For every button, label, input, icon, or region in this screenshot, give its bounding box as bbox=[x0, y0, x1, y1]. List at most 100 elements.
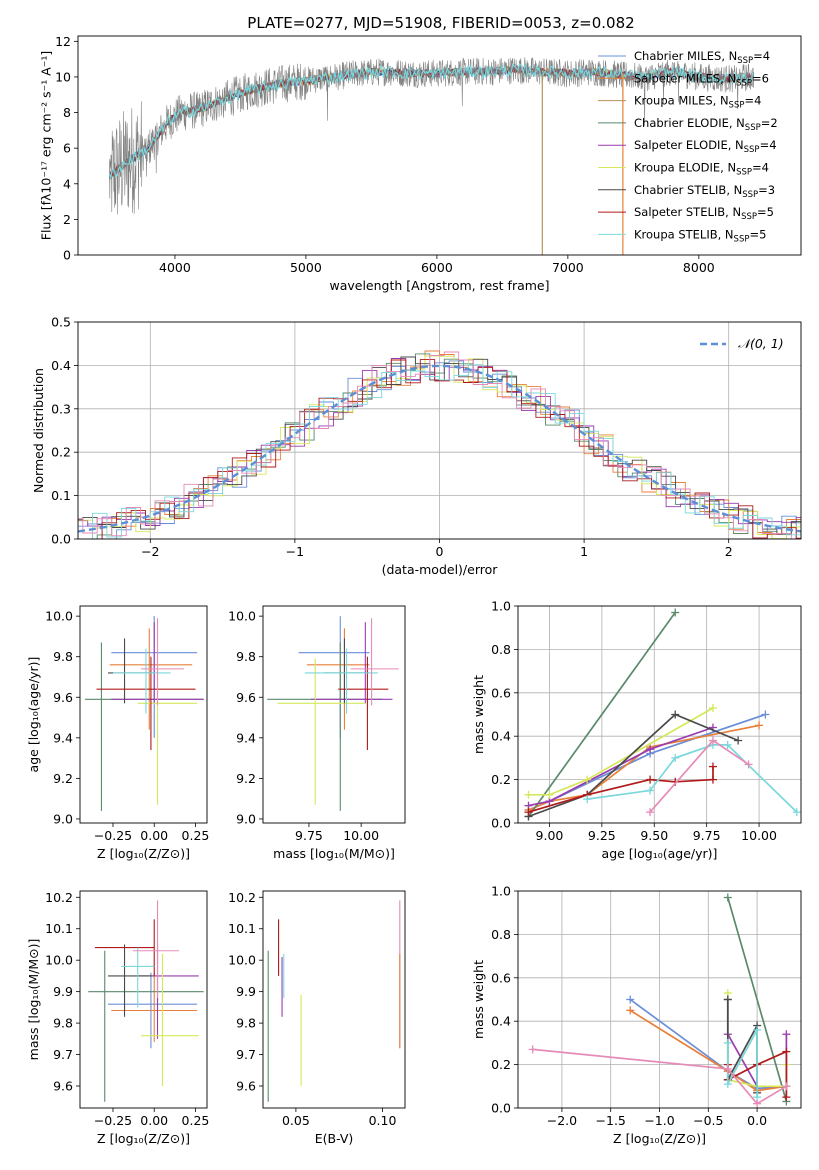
y-tick-label: 0.5 bbox=[51, 315, 71, 330]
y-tick-label: 0.0 bbox=[491, 816, 511, 831]
y-tick-label: 0.4 bbox=[491, 1014, 511, 1029]
plus-marker bbox=[671, 753, 680, 762]
x-axis-label: E(B-V) bbox=[315, 1131, 354, 1146]
y-tick-label: 9.6 bbox=[53, 1078, 73, 1093]
y-tick-label: 10.2 bbox=[45, 890, 73, 905]
x-axis-label: Z [log₁₀(Z/Z⊙)] bbox=[97, 846, 190, 861]
y-tick-label: 10.0 bbox=[45, 953, 73, 968]
x-axis-label: wavelength [Angstrom, rest frame] bbox=[329, 278, 549, 293]
model-spectrum-line bbox=[108, 62, 754, 180]
mass-weight-line bbox=[528, 766, 714, 813]
x-tick-label: 0.25 bbox=[182, 1113, 210, 1128]
x-tick-label: −0.25 bbox=[94, 1113, 132, 1128]
y-tick-label: 0.6 bbox=[491, 685, 511, 700]
legend-label: Kroupa MILES, NSSP=4 bbox=[634, 94, 761, 111]
y-tick-label: 0.2 bbox=[51, 445, 71, 460]
plus-marker bbox=[782, 1093, 791, 1102]
x-tick-label: 4000 bbox=[159, 260, 191, 275]
x-tick-label: 1 bbox=[580, 544, 588, 559]
x-tick-label: 0.00 bbox=[140, 1113, 168, 1128]
y-tick-label: 10 bbox=[55, 69, 71, 84]
mass-weight-line bbox=[528, 713, 739, 818]
plus-marker bbox=[792, 808, 801, 817]
y-axis-label: mass weight bbox=[471, 960, 486, 1039]
y-tick-label: 10.1 bbox=[228, 921, 256, 936]
legend-label: Kroupa STELIB, NSSP=5 bbox=[634, 227, 766, 244]
figure-title: PLATE=0277, MJD=51908, FIBERID=0053, z=0… bbox=[247, 14, 634, 32]
axes-frame bbox=[77, 35, 802, 256]
plus-marker bbox=[524, 790, 533, 799]
x-tick-label: 7000 bbox=[552, 260, 584, 275]
age_vs_mass-plot-area bbox=[267, 616, 399, 811]
mass-weight-line bbox=[726, 1029, 758, 1098]
mass-weight-line bbox=[528, 726, 714, 807]
plus-marker bbox=[734, 736, 743, 745]
plus-marker bbox=[583, 795, 592, 804]
y-tick-label: 9.0 bbox=[236, 811, 256, 826]
plus-marker bbox=[723, 1064, 732, 1073]
x-tick-label: −1.0 bbox=[644, 1113, 674, 1128]
plus-marker bbox=[671, 608, 680, 617]
x-tick-label: 9.75 bbox=[295, 828, 323, 843]
y-tick-label: 8 bbox=[63, 105, 71, 120]
y-tick-label: 1.0 bbox=[491, 599, 511, 614]
panel-mass_weight_vs_age: 9.00 9.25 9.50 9.75 10.00 0.0 0.2 0.4 0.6 0.8 1.0 a… bbox=[471, 599, 802, 861]
plus-marker bbox=[708, 775, 717, 784]
y-tick-label: 9.4 bbox=[53, 730, 73, 745]
y-tick-label: 10.2 bbox=[228, 890, 256, 905]
plus-marker bbox=[646, 786, 655, 795]
y-tick-label: 0.0 bbox=[51, 532, 71, 547]
plus-marker bbox=[723, 893, 732, 902]
plus-marker bbox=[646, 745, 655, 754]
plus-marker bbox=[723, 1038, 732, 1047]
plus-marker bbox=[755, 721, 764, 730]
plus-marker bbox=[708, 736, 717, 745]
panel-spectrum: 4000 5000 6000 7000 8000 0 2 4 6 8 10 12 wavelength … bbox=[38, 34, 802, 293]
plus-marker bbox=[753, 1099, 762, 1108]
y-tick-label: 9.7 bbox=[53, 1047, 73, 1062]
mass-weight-line bbox=[527, 612, 676, 817]
x-axis-label: Z [log₁₀(Z/Z⊙)] bbox=[97, 1131, 190, 1146]
x-tick-label: 0.00 bbox=[140, 828, 168, 843]
x-tick-label: 9.25 bbox=[588, 828, 616, 843]
y-tick-label: 9.8 bbox=[236, 649, 256, 664]
x-tick-label: 2 bbox=[725, 544, 733, 559]
residual-histogram-step bbox=[78, 359, 801, 539]
y-tick-label: 0.3 bbox=[51, 401, 71, 416]
x-axis-label: mass [log₁₀(M/M⊙)] bbox=[273, 846, 395, 861]
x-tick-label: −1 bbox=[286, 544, 304, 559]
plus-marker bbox=[753, 1025, 762, 1034]
panel-mass_vs_Z: −0.25 0.00 0.25 9.6 9.7 9.8 9.9 10.0 10.1 10.2 Z [… bbox=[26, 890, 210, 1146]
x-tick-label: 9.00 bbox=[536, 828, 564, 843]
plus-marker bbox=[744, 760, 753, 769]
x-tick-label: −0.25 bbox=[94, 828, 132, 843]
plus-marker bbox=[626, 1006, 635, 1015]
x-axis-label: Z [log₁₀(Z/Z⊙)] bbox=[613, 1131, 706, 1146]
mass_weight_vs_Z-plot-area bbox=[518, 891, 801, 1108]
x-tick-label: 0.25 bbox=[182, 828, 210, 843]
y-tick-label: 2 bbox=[63, 212, 71, 227]
plus-marker bbox=[782, 1082, 791, 1091]
y-axis-label: age [log₁₀(age/yr)] bbox=[26, 657, 41, 773]
x-tick-label: −2 bbox=[141, 544, 159, 559]
plus-marker bbox=[646, 808, 655, 817]
residual-histogram-step bbox=[78, 351, 801, 539]
mass-weight-line bbox=[587, 744, 798, 813]
legend-label: Kroupa ELODIE, NSSP=4 bbox=[634, 161, 769, 178]
y-tick-label: 9.8 bbox=[236, 1016, 256, 1031]
plus-marker bbox=[723, 995, 732, 1004]
y-tick-label: 9.2 bbox=[236, 771, 256, 786]
y-tick-label: 0 bbox=[63, 248, 71, 263]
age_vs_Z-plot-area bbox=[84, 616, 204, 811]
legend-label: Chabrier MILES, NSSP=4 bbox=[634, 49, 770, 66]
mass_vs_Z-plot-area bbox=[88, 900, 204, 1102]
x-axis-label: age [log₁₀(age/yr)] bbox=[602, 846, 718, 861]
mass-weight-line bbox=[629, 1009, 787, 1092]
x-tick-label: 5000 bbox=[290, 260, 322, 275]
y-tick-label: 10.0 bbox=[45, 609, 73, 624]
y-tick-label: 10.1 bbox=[45, 921, 73, 936]
y-axis-label: Flux [fλ10⁻¹⁷ erg cm⁻² s⁻¹ A⁻¹] bbox=[38, 51, 53, 240]
spectrum-plot-area bbox=[108, 57, 755, 255]
y-tick-label: 9.9 bbox=[53, 984, 73, 999]
